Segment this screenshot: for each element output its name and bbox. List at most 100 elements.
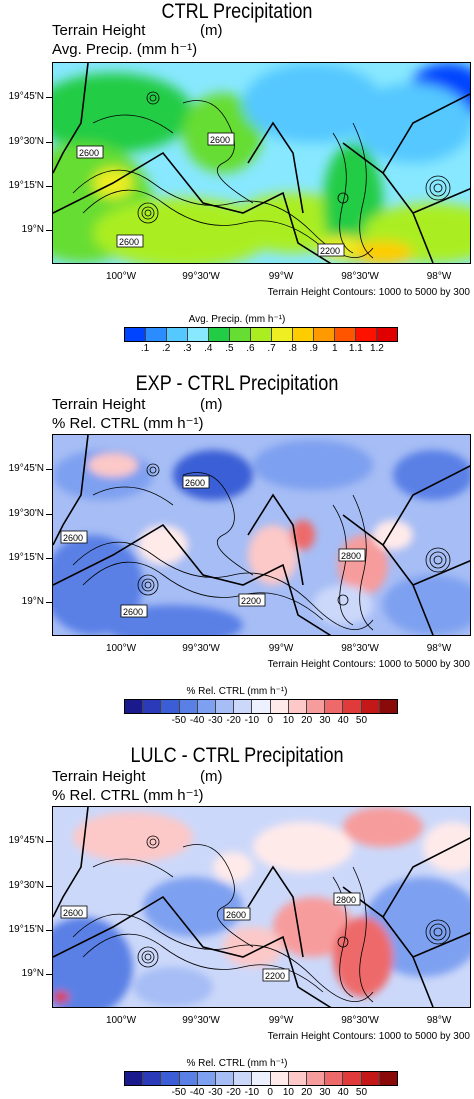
panel-1-contour-label-2: 2600: [210, 135, 230, 145]
panel-1-ytick-label: 19°30'N: [8, 136, 44, 147]
colorbar-swatch: [161, 1072, 180, 1085]
panel-2-xtick-label: 98°30'W: [341, 643, 379, 654]
colorbar-tick-label: -30: [208, 715, 223, 726]
colorbar-swatch: [125, 1072, 144, 1085]
colorbar-swatch: [356, 328, 377, 341]
panel-3-xtick-label: 100°W: [105, 1015, 137, 1026]
panel-1-contour-label-3: 2600: [119, 237, 139, 247]
panel-3-xtick-label: 98°W: [426, 1015, 452, 1026]
panel-2-contour-label-1: 2600: [63, 533, 83, 543]
colorbar-swatch: [335, 328, 356, 341]
panel-2-terrain-unit: (m): [200, 396, 223, 413]
panel-3-colorbar-title: % Rel. CTRL (mm h⁻¹): [186, 1058, 288, 1069]
panel-2-map-canvas: 2600 2600 2600 2800 2200: [53, 435, 470, 635]
colorbar-tick-label: 20: [301, 715, 313, 726]
colorbar-tick-label: .7: [267, 343, 276, 354]
panel-2-terrain-label: Terrain Height: [52, 396, 146, 413]
panel-3-xtick-label: 98°30'W: [341, 1015, 379, 1026]
colorbar-swatch: [143, 700, 162, 713]
colorbar-tick-label: 0: [267, 1087, 273, 1098]
panel-3-ytick-label: 19°N: [21, 968, 44, 979]
colorbar-swatch: [325, 700, 344, 713]
colorbar-tick-label: -50: [171, 1087, 187, 1098]
panel-2-ytick: [46, 602, 52, 603]
panel-1-terrain-label: Terrain Height: [52, 22, 146, 39]
colorbar-swatch: [234, 1072, 253, 1085]
colorbar-tick-label: 40: [337, 1087, 349, 1098]
colorbar-swatch: [272, 328, 293, 341]
panel-3-ytick: [46, 841, 52, 842]
panel-2-xtick-label: 100°W: [105, 643, 137, 654]
panel-2-contour-label-4: 2800: [341, 551, 361, 561]
colorbar-tick-label: .2: [161, 343, 171, 354]
colorbar-tick-label: -30: [208, 1087, 223, 1098]
colorbar-tick-label: 1.2: [369, 343, 384, 354]
panel-1-ytick: [46, 97, 52, 98]
panel-3-ytick-label: 19°15'N: [8, 924, 44, 935]
panel-2-ytick: [46, 514, 52, 515]
colorbar-tick-label: 20: [301, 1087, 313, 1098]
panel-3-terrain-unit: (m): [200, 768, 223, 785]
colorbar-swatch: [197, 1072, 217, 1085]
panel-1-contours-note: Terrain Height Contours: 1000 to 5000 by…: [267, 287, 470, 298]
panel-2-xtick-label: 99°30'W: [182, 643, 220, 654]
panel-1-field-label: Avg. Precip. (mm h⁻¹): [52, 41, 198, 58]
panel-1-title: CTRL Precipitation: [161, 0, 313, 23]
colorbar-swatch: [288, 1072, 308, 1085]
panel-2-ytick-label: 19°15'N: [8, 552, 44, 563]
colorbar-swatch: [125, 700, 144, 713]
colorbar-tick-label: .1: [140, 343, 150, 354]
panel-3-map-canvas: 2600 2600 2800 2200: [53, 807, 470, 1007]
colorbar-swatch: [179, 1072, 198, 1085]
colorbar-swatch: [209, 328, 230, 341]
panel-3-contour-label-2: 2600: [226, 910, 246, 920]
panel-1-xtick-label: 98°30'W: [341, 271, 379, 282]
colorbar-tick-label: .6: [246, 343, 255, 354]
panel-1-ytick: [46, 142, 52, 143]
colorbar-swatch: [234, 700, 253, 713]
panel-2-colorbar-title: % Rel. CTRL (mm h⁻¹): [186, 686, 288, 697]
colorbar-swatch: [377, 328, 397, 341]
colorbar-tick-label: -20: [226, 1087, 241, 1098]
colorbar-swatch: [288, 700, 308, 713]
panel-3-terrain-label: Terrain Height: [52, 768, 146, 785]
colorbar-tick-label: -10: [244, 715, 260, 726]
colorbar-swatch: [143, 1072, 162, 1085]
panel-2-xtick-label: 99°W: [268, 643, 294, 654]
panel-3-colorbar: [124, 1071, 398, 1086]
panel-2-ytick: [46, 469, 52, 470]
colorbar-swatch: [167, 328, 188, 341]
panel-2-contour-label-3: 2600: [123, 607, 143, 617]
colorbar-swatch: [251, 328, 272, 341]
panel-2-ytick-label: 19°N: [21, 596, 44, 607]
panel-1-ytick: [46, 230, 52, 231]
colorbar-swatch: [188, 328, 209, 341]
panel-1-xtick-label: 100°W: [105, 271, 137, 282]
colorbar-tick-label: .3: [183, 343, 192, 354]
panel-3-field-label: % Rel. CTRL (mm h⁻¹): [52, 787, 204, 804]
colorbar-tick-label: 50: [355, 1087, 368, 1098]
colorbar-tick-label: 50: [355, 715, 368, 726]
colorbar-tick-label: 1.1: [348, 343, 363, 354]
colorbar-swatch: [343, 700, 362, 713]
colorbar-swatch: [216, 1072, 235, 1085]
colorbar-swatch: [125, 328, 146, 341]
colorbar-tick-label: 40: [337, 715, 349, 726]
panel-2-colorbar: [124, 699, 398, 714]
panel-1-contour-label-1: 2600: [79, 148, 99, 158]
colorbar-tick-label: -50: [171, 715, 187, 726]
colorbar-swatch: [379, 700, 398, 713]
colorbar-swatch: [179, 700, 198, 713]
panel-3-ytick-label: 19°45'N: [8, 835, 44, 846]
panel-3-ytick: [46, 974, 52, 975]
panel-2-contour-label-2: 2600: [185, 478, 205, 488]
panel-1-colorbar-title: Avg. Precip. (mm h⁻¹): [188, 314, 286, 325]
colorbar-swatch: [161, 700, 180, 713]
panel-1-terrain-unit: (m): [200, 22, 223, 39]
panel-3-title: LULC - CTRL Precipitation: [130, 744, 344, 767]
panel-1-colorbar: [124, 327, 398, 342]
colorbar-tick-label: 10: [282, 1087, 294, 1098]
colorbar-swatch: [361, 1072, 380, 1085]
panel-2-xtick-label: 98°W: [426, 643, 452, 654]
panel-1-xtick-label: 99°W: [268, 271, 294, 282]
